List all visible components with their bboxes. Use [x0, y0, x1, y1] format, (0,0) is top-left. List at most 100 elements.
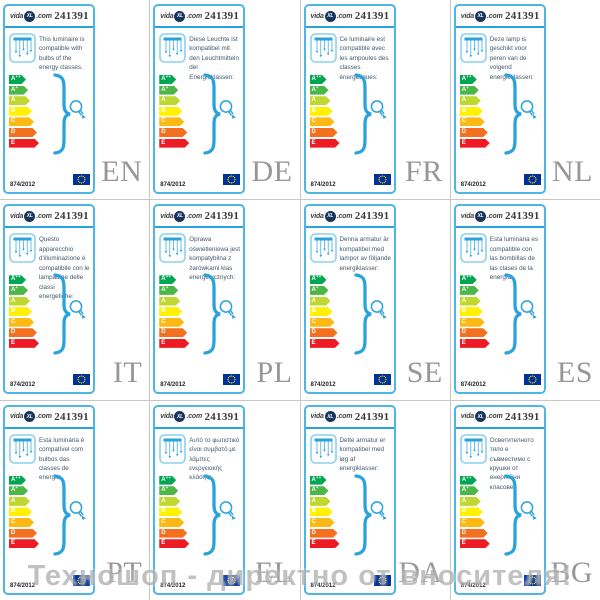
energy-class-label: A+ [461, 485, 469, 494]
energy-class-arrow: C [310, 518, 335, 527]
card-header: vida XL .com 241391 [305, 206, 394, 229]
eu-flag-icon [73, 372, 90, 390]
logo-text-vida: vida [310, 413, 324, 421]
energy-class-arrow: D [159, 328, 187, 337]
energy-class-label: A+ [311, 485, 319, 494]
energy-class-arrow: B [310, 107, 333, 116]
product-number: 241391 [54, 10, 89, 22]
energy-class-arrow: B [9, 107, 32, 116]
energy-class-label: D [11, 529, 16, 536]
energy-class-arrow: C [9, 318, 34, 327]
energy-class-arrow: A++ [9, 275, 26, 284]
language-code: PT [106, 555, 143, 589]
vidaxl-logo: vida XL .com [460, 10, 503, 22]
energy-class-label: D [11, 329, 16, 336]
energy-class-arrow: C [310, 117, 335, 126]
energy-class-arrows: A++ A+ A B C D E [9, 275, 39, 349]
regulation-number: 874/2012 [160, 582, 186, 589]
energy-class-label: A+ [461, 84, 469, 93]
energy-label-card: vida XL .com 241391 [3, 404, 95, 595]
energy-class-arrow: A [460, 96, 481, 105]
energy-label-card: vida XL .com 241391 [303, 404, 396, 595]
brace-icon [353, 73, 371, 155]
language-card-cell: vida XL .com 241391 [0, 400, 150, 600]
card-header: vida XL .com 241391 [305, 407, 394, 429]
brace-icon [504, 73, 522, 155]
energy-class-arrow: A+ [9, 86, 28, 95]
product-number: 241391 [354, 10, 390, 22]
vidaxl-logo: vida XL .com [160, 411, 202, 423]
energy-class-label: A++ [461, 74, 472, 82]
pendant-lamp-icon [159, 233, 187, 282]
energy-class-label: A [461, 297, 467, 304]
energy-class-area: A++ A+ A B C D E [460, 72, 542, 156]
product-number: 241391 [504, 210, 540, 223]
regulation-number: 874/2012 [460, 382, 486, 389]
bulb-icon [69, 100, 86, 119]
regulation-number: 874/2012 [10, 382, 36, 389]
energy-class-arrow: A++ [460, 476, 477, 485]
bulb-icon [69, 500, 86, 520]
energy-class-area: A++ A+ A B C D E [310, 272, 392, 356]
energy-class-arrow: D [310, 529, 338, 538]
card-header: vida XL .com 241391 [305, 6, 394, 28]
energy-class-arrows: A++ A+ A B C D E [9, 75, 39, 149]
card-description: Esta luminaria es compatible con las bom… [489, 236, 539, 282]
brace-icon [203, 273, 221, 355]
energy-class-arrow: D [9, 328, 37, 337]
energy-class-label: A [311, 497, 317, 504]
logo-xl-circle-icon: XL [474, 10, 486, 22]
energy-class-label: A++ [311, 274, 322, 283]
energy-class-label: A [161, 97, 166, 104]
eu-flag-icon [73, 172, 90, 190]
energy-class-area: A++ A+ A B C D E [159, 272, 241, 356]
energy-class-label: C [11, 519, 16, 526]
logo-text-vida: vida [460, 12, 474, 20]
vidaxl-logo: vida XL .com [10, 411, 52, 423]
brace-icon [203, 73, 221, 155]
energy-class-arrow: E [159, 539, 189, 548]
energy-class-arrow: A [310, 96, 331, 105]
vidaxl-logo: vida XL .com [461, 411, 503, 423]
energy-class-label: A [11, 497, 16, 504]
energy-class-arrow: E [460, 539, 490, 548]
energy-class-label: D [311, 128, 317, 135]
language-code: SE [406, 355, 443, 389]
vidaxl-logo: vida XL .com [310, 411, 352, 423]
product-number: 241391 [504, 10, 540, 22]
language-card-cell: vida XL .com 241391 [0, 0, 150, 200]
logo-text-vida: vida [10, 212, 24, 220]
energy-class-label: B [311, 308, 317, 315]
energy-class-arrow: C [159, 518, 184, 527]
energy-label-card: vida XL .com 241391 [3, 204, 95, 395]
energy-class-arrow: E [9, 339, 39, 348]
card-header: vida XL .com 241391 [5, 6, 93, 28]
energy-class-arrows: A++ A+ A B C D E [159, 75, 189, 149]
logo-text-com: .com [486, 413, 503, 421]
pendant-lamp-icon [9, 233, 36, 301]
logo-text-vida: vida [160, 212, 174, 220]
card-description: Esta luminária é compatível com bulbos d… [39, 436, 85, 482]
product-number: 241391 [54, 410, 89, 423]
energy-class-arrow: B [159, 307, 182, 316]
eu-flag-icon [373, 372, 391, 390]
energy-class-arrow: A+ [159, 86, 178, 95]
energy-label-card: vida XL .com 241391 [153, 404, 246, 595]
energy-class-label: E [161, 139, 166, 146]
energy-class-label: B [161, 508, 166, 515]
vidaxl-logo: vida XL .com [10, 10, 52, 22]
energy-class-arrow: A [310, 297, 331, 306]
pendant-lamp-icon [159, 433, 187, 483]
energy-class-label: D [461, 128, 467, 135]
logo-xl-circle-icon: XL [324, 411, 336, 423]
energy-class-arrow: A [159, 96, 180, 105]
energy-class-area: A++ A+ A B C D E [9, 272, 91, 356]
energy-class-label: A [11, 97, 16, 104]
bulb-icon [219, 300, 237, 320]
energy-class-area: A++ A+ A B C D E [460, 473, 542, 557]
brace-icon [504, 273, 522, 355]
energy-class-arrow: D [159, 128, 187, 137]
energy-class-arrow: E [159, 339, 189, 348]
logo-text-vida: vida [10, 413, 24, 421]
product-number: 241391 [504, 410, 540, 423]
